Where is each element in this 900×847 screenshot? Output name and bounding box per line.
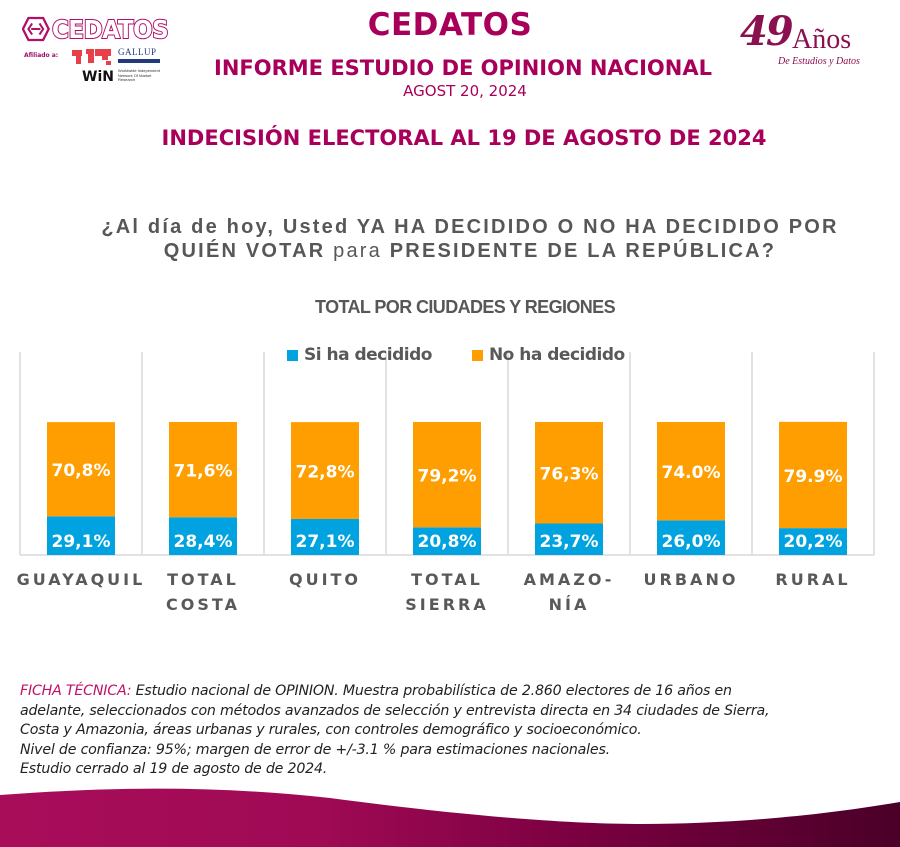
- anniversary-logo: 49 Años De Estudios y Datos: [740, 8, 890, 70]
- stacked-bar-chart: 29,1% 70,8% GUAYAQUIL 28,4% 71,6% TOTAL COSTA 2…: [17, 352, 875, 614]
- bar-segment-decided: [535, 523, 603, 555]
- bar-segment-decided: [657, 520, 725, 555]
- win-logo-text: WiN: [82, 69, 114, 85]
- legend-swatch-decided: [287, 349, 298, 361]
- technical-sheet-line-4: Nivel de confianza: 95%; margen de error…: [20, 741, 610, 758]
- x-tick-label: RURAL: [775, 570, 850, 589]
- technical-sheet-line-5: Estudio cerrado al 19 de agosto de de 20…: [20, 761, 328, 777]
- x-tick-label: SIERRA: [405, 595, 488, 614]
- world-map-icon: [72, 49, 111, 65]
- affiliated-label: Afiliado a:: [24, 52, 59, 59]
- bar-segment-undecided: [779, 421, 847, 529]
- anniversary-word: Años: [792, 24, 852, 55]
- cedatos-logo-text: CEDATOS: [51, 14, 170, 45]
- technical-sheet-label: FICHA TÉCNICA:: [20, 683, 132, 699]
- data-label-decided: 20,2%: [784, 532, 843, 552]
- data-label-undecided: 74.0%: [662, 463, 721, 483]
- survey-question: ¿Al día de hoy, Usted YA HA DECIDIDO O N…: [100, 215, 840, 263]
- page-title: CEDATOS: [367, 7, 533, 43]
- bar-segment-decided: [169, 517, 237, 555]
- data-label-undecided: 79,2%: [418, 467, 477, 487]
- bar-segment-decided: [779, 528, 847, 555]
- x-tick-label: TOTAL: [167, 570, 239, 589]
- anniversary-tagline: De Estudios y Datos: [778, 56, 860, 67]
- data-label-undecided: 76,3%: [540, 465, 599, 485]
- report-date: AGOST 20, 2024: [403, 82, 527, 100]
- bar-segment-decided: [47, 516, 115, 555]
- technical-sheet-line-1: FICHA TÉCNICA: Estudio nacional de OPINI…: [20, 682, 895, 702]
- data-label-decided: 23,7%: [540, 532, 599, 552]
- legend-swatch-undecided: [471, 349, 483, 361]
- cedatos-logo: CEDATOS Afiliado a: GALLUP WiN Worldwide…: [22, 12, 182, 85]
- question-part-3: PRESIDENTE DE LA REPÚBLICA?: [382, 240, 777, 262]
- bar-segment-undecided: [291, 422, 359, 519]
- data-label-undecided: 79.9%: [784, 467, 843, 487]
- legend-label-decided: Si ha decidido: [304, 345, 432, 365]
- x-tick-label: NÍA: [549, 595, 590, 614]
- question-part-2: para: [333, 240, 382, 262]
- legend-item-decided: Si ha decidido: [287, 345, 432, 365]
- data-label-undecided: 72,8%: [296, 463, 355, 483]
- x-tick-label: TOTAL: [411, 570, 483, 589]
- technical-sheet-line-2: adelante, seleccionados con métodos avan…: [20, 702, 770, 719]
- cedatos-hex-icon: [22, 16, 50, 42]
- question-part-1: ¿Al día de hoy, Usted YA HA DECIDIDO O N…: [101, 216, 839, 262]
- cedatos-logo-main: CEDATOS: [22, 14, 178, 45]
- bar-segment-undecided: [657, 422, 725, 521]
- data-label-decided: 28,4%: [174, 532, 233, 552]
- data-label-decided: 29,1%: [52, 532, 111, 552]
- bar-segment-undecided: [47, 422, 115, 517]
- section-title: INDECISIÓN ELECTORAL AL 19 DE AGOSTO DE …: [161, 126, 767, 150]
- bar-segment-undecided: [413, 422, 481, 528]
- chart-legend: Si ha decidido No ha decidido: [287, 344, 665, 366]
- report-subtitle: INFORME ESTUDIO DE OPINION NACIONAL: [214, 56, 712, 80]
- x-tick-label: GUAYAQUIL: [17, 570, 146, 589]
- data-label-decided: 26,0%: [662, 532, 721, 552]
- technical-sheet-text: Estudio nacional de OPINION. Muestra pro…: [131, 683, 732, 699]
- bar-segment-decided: [413, 527, 481, 555]
- chart-title: TOTAL POR CIUDADES Y REGIONES: [315, 297, 616, 317]
- x-tick-label: URBANO: [644, 570, 739, 589]
- legend-item-undecided: No ha decidido: [471, 345, 625, 365]
- footer-wave-decoration: [0, 788, 900, 847]
- legend-label-undecided: No ha decidido: [488, 345, 625, 365]
- anniversary-number: 49: [740, 8, 794, 55]
- data-label-undecided: 70,8%: [52, 461, 111, 481]
- bar-segment-decided: [291, 518, 359, 555]
- gallup-logo-bar: [118, 59, 160, 63]
- bar-segment-undecided: [535, 422, 603, 524]
- bar-segment-undecided: [169, 422, 237, 518]
- data-label-decided: 27,1%: [296, 532, 355, 552]
- gallup-logo-text: GALLUP: [118, 47, 157, 57]
- technical-sheet-line-3: Costa y Amazonia, áreas urbanas y rurale…: [20, 722, 642, 738]
- x-tick-label: QUITO: [289, 570, 361, 589]
- x-tick-label: COSTA: [166, 595, 240, 614]
- win-logo-subtext: Worldwide Independent Network Of Market …: [118, 68, 160, 82]
- data-label-decided: 20,8%: [418, 532, 477, 552]
- technical-sheet: FICHA TÉCNICA: Estudio nacional de OPINI…: [20, 682, 895, 780]
- x-tick-label: AMAZO-: [524, 570, 615, 589]
- data-label-undecided: 71,6%: [174, 462, 233, 482]
